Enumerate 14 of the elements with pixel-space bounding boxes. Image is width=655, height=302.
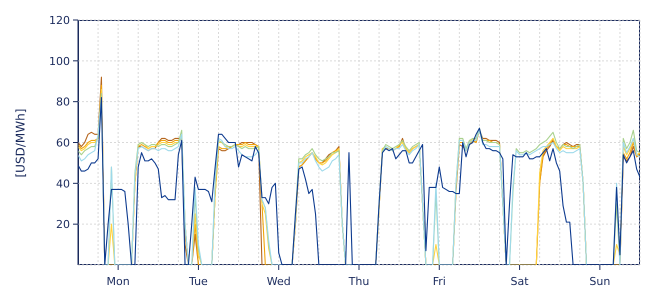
y-axis-title: [USD/MWh]: [13, 108, 28, 178]
x-tick-label: Wed: [266, 275, 291, 288]
x-tick-label: Thu: [348, 275, 370, 288]
y-tick-label: 100: [49, 54, 70, 68]
x-tick-label: Fri: [432, 275, 446, 288]
x-tick-label: Mon: [106, 275, 130, 288]
y-tick-label: 80: [56, 96, 70, 109]
y-tick-label: 60: [56, 136, 70, 150]
x-tick-label: Sat: [510, 275, 530, 288]
x-tick-label: Tue: [188, 275, 208, 288]
x-tick-label: Sun: [589, 275, 610, 288]
y-tick-label: 20: [56, 218, 70, 232]
y-tick-label: 40: [56, 177, 70, 190]
y-tick-label: 120: [49, 14, 70, 27]
